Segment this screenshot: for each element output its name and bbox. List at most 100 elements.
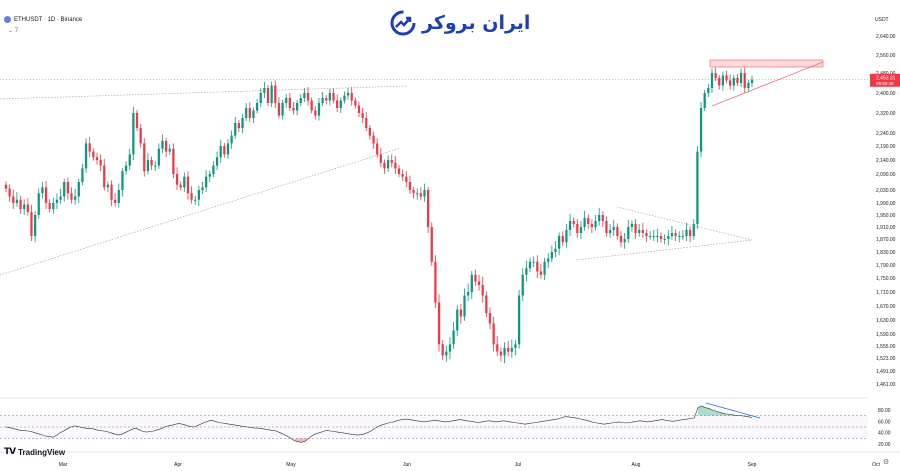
candle	[423, 190, 426, 197]
candle	[739, 73, 743, 83]
candle	[670, 233, 674, 236]
candle	[692, 224, 695, 236]
candle	[437, 302, 441, 345]
y-tick-label: 1,630.00	[876, 318, 896, 324]
indicator-toggle[interactable]: ⌄ 7	[8, 28, 19, 34]
ethereum-icon	[4, 16, 11, 23]
candle	[517, 295, 521, 345]
candle	[579, 227, 583, 233]
candle	[310, 100, 313, 111]
candle	[201, 187, 204, 190]
tradingview-logo[interactable]: 𝗧𝗩 TradingView	[4, 447, 65, 457]
candle	[630, 224, 634, 227]
candle	[623, 239, 626, 243]
symbol-title[interactable]: ETHUSDT · 1D · Binance	[14, 16, 83, 23]
y-tick-label: 2,320.00	[876, 111, 896, 117]
price-label-countdown: 09:50:48	[876, 81, 894, 86]
candle	[689, 230, 692, 236]
y-tick-label: 1,491.00	[876, 369, 896, 375]
candle	[397, 168, 401, 174]
candle	[645, 233, 648, 236]
candle	[485, 295, 488, 313]
candle	[710, 73, 714, 88]
candle	[601, 215, 604, 221]
candle	[306, 93, 310, 101]
candle	[521, 274, 524, 296]
candle	[554, 248, 557, 252]
candle	[99, 160, 102, 166]
candle	[121, 171, 124, 190]
candle	[419, 193, 422, 197]
candle	[685, 230, 688, 236]
candles	[4, 67, 754, 364]
candle	[474, 274, 477, 282]
gear-icon[interactable]: ⚙	[883, 459, 890, 466]
candle	[547, 258, 550, 262]
candle	[426, 190, 430, 227]
candle	[88, 143, 91, 152]
candle	[638, 230, 641, 233]
trend-lines	[0, 59, 824, 276]
candle	[92, 151, 95, 158]
rsi-level-label: 80.00	[878, 408, 891, 414]
candle	[467, 292, 470, 296]
candle	[215, 157, 219, 166]
candle	[26, 204, 29, 212]
y-tick-label: 1,990.00	[876, 201, 896, 207]
candle	[732, 78, 735, 86]
x-tick-label: Jun	[403, 462, 411, 468]
brand-name: ایران بروکر	[422, 12, 531, 34]
candle	[514, 344, 517, 348]
candle	[255, 103, 259, 111]
x-tick-label: Apr	[174, 462, 182, 468]
candle	[634, 224, 637, 233]
candle	[292, 108, 295, 111]
candle	[30, 212, 33, 236]
currency-label[interactable]: USDT	[875, 17, 889, 23]
candle	[117, 190, 120, 203]
candle	[295, 103, 299, 111]
candle	[208, 174, 211, 177]
candle	[226, 143, 230, 155]
candle	[164, 140, 168, 152]
candle	[339, 100, 342, 108]
x-tick-label: Jul	[515, 462, 521, 468]
candle	[237, 123, 241, 128]
candle	[394, 162, 397, 169]
candle	[714, 73, 717, 78]
x-tick-label: Sep	[748, 462, 757, 468]
candle	[445, 351, 448, 356]
candle	[594, 221, 597, 227]
candle	[456, 309, 459, 331]
candle	[154, 165, 157, 167]
candle	[95, 157, 99, 160]
candle	[496, 344, 499, 352]
support-trend-line	[711, 61, 824, 107]
candle	[252, 110, 255, 118]
candle	[23, 204, 26, 209]
x-tick-label: May	[286, 462, 296, 468]
candle	[84, 143, 88, 169]
candle	[139, 128, 142, 144]
candle	[448, 344, 452, 352]
y-tick-label: 1,461.00	[876, 382, 896, 388]
candle	[12, 196, 15, 203]
candle	[568, 221, 572, 230]
candle	[179, 184, 182, 188]
candle	[678, 236, 681, 237]
y-tick-label: 2,560.00	[876, 53, 896, 59]
candle	[103, 165, 106, 188]
y-tick-label: 1,590.00	[876, 332, 896, 338]
candle	[492, 323, 495, 345]
candle	[408, 182, 412, 190]
y-tick-label: 1,523.00	[876, 356, 896, 362]
candle	[750, 79, 754, 83]
candle	[299, 98, 302, 103]
candle	[186, 176, 190, 194]
candle	[70, 193, 73, 200]
candle	[565, 230, 568, 243]
candle	[288, 98, 291, 108]
candle	[725, 75, 728, 81]
candle	[321, 98, 324, 103]
